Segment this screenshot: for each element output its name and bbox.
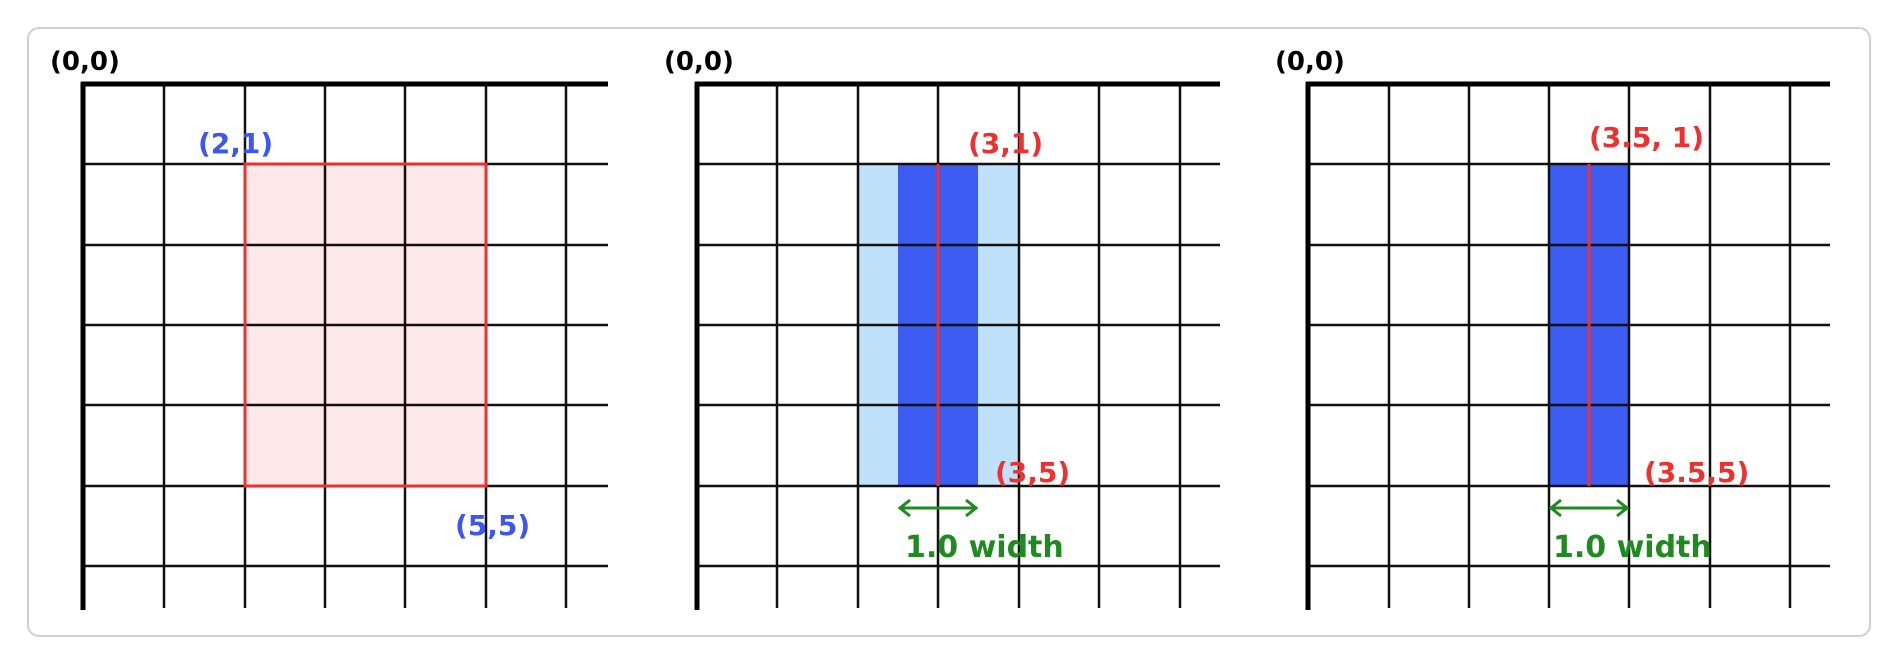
double-arrow-icon bbox=[897, 498, 979, 518]
grid-lines bbox=[697, 84, 1220, 608]
origin-label: (0,0) bbox=[1275, 47, 1345, 77]
panel-1: (0,0) (2,1) (5,5) bbox=[50, 47, 608, 610]
width-label: 1.0 width bbox=[1553, 530, 1712, 565]
origin-label: (0,0) bbox=[664, 47, 734, 77]
axes bbox=[1305, 81, 1830, 610]
bottom-right-corner-label: (5,5) bbox=[455, 509, 530, 542]
grid-lines bbox=[1308, 84, 1830, 608]
bottom-point-label: (3.5,5) bbox=[1644, 456, 1749, 489]
axes bbox=[80, 81, 608, 610]
panel-2: (0,0) (3,1) (3,5) 1.0 width bbox=[664, 47, 1220, 610]
double-arrow-icon bbox=[1548, 498, 1630, 518]
top-left-corner-label: (2,1) bbox=[198, 127, 273, 160]
bottom-point-label: (3,5) bbox=[995, 456, 1070, 489]
red-rectangle-outline bbox=[243, 162, 488, 488]
origin-label: (0,0) bbox=[50, 47, 120, 77]
top-point-label: (3.5, 1) bbox=[1589, 121, 1704, 154]
panel-3: (0,0) (3.5, 1) (3.5,5) 1.0 width bbox=[1275, 47, 1830, 610]
axes bbox=[694, 81, 1220, 610]
width-label: 1.0 width bbox=[905, 530, 1064, 565]
top-point-label: (3,1) bbox=[968, 127, 1043, 160]
